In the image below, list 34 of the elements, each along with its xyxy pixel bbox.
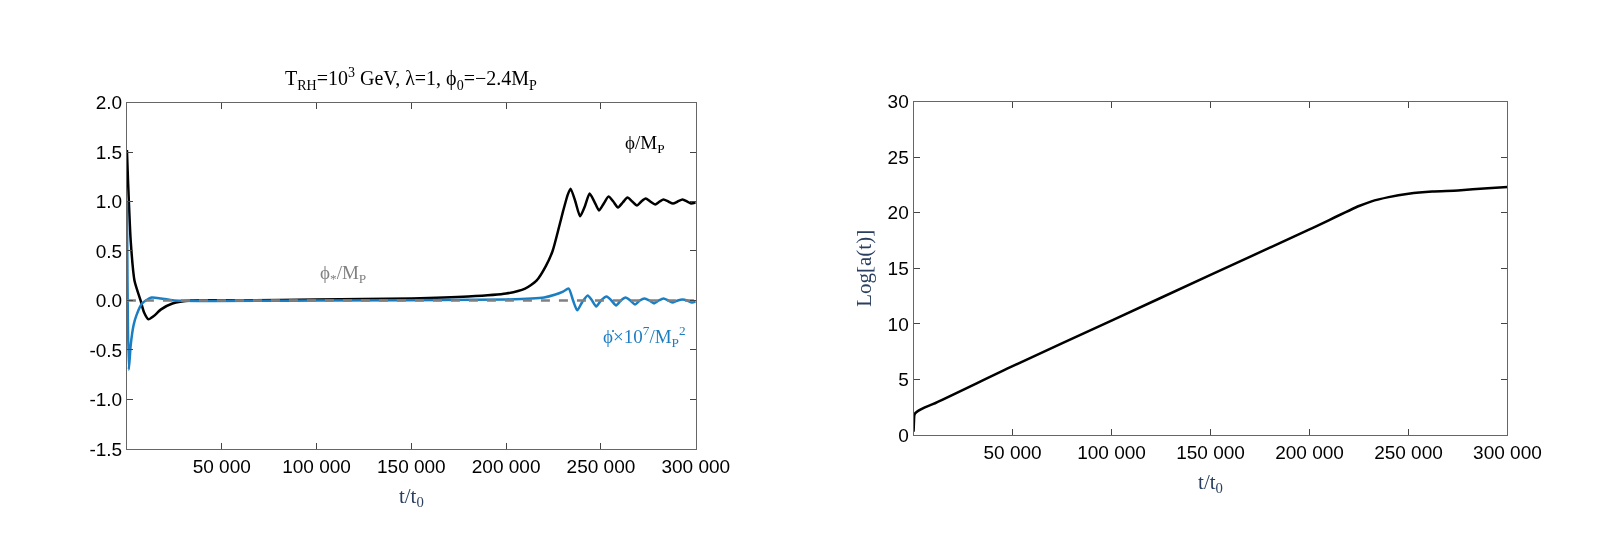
line-series	[913, 185, 1508, 433]
y-tick-label: 15	[887, 257, 909, 279]
y-tick-label: -1.0	[89, 389, 123, 411]
y-tick-label: 0.0	[95, 290, 123, 312]
y-tick-label: 20	[887, 202, 909, 224]
y-tick-label: 5	[898, 369, 909, 391]
y-tick-label: 1.5	[95, 141, 123, 163]
x-tick-label: 250 000	[1374, 441, 1443, 463]
chart-title: T$_{RH}$=10$^{3}$ GeV, λ=1, ϕ$_{0}$=−2.4M$_{P}$	[285, 65, 537, 93]
y-tick-label: 25	[887, 146, 909, 168]
x-tick-label: 300 000	[1473, 441, 1542, 463]
x-tick-label: 250 000	[566, 455, 636, 477]
x-tick-label: 200 000	[1275, 441, 1344, 463]
x-tick-label: 300 000	[661, 455, 731, 477]
y-tick-label: 0	[898, 424, 909, 446]
y-tick-label: 10	[887, 313, 909, 335]
x-tick-label: 50 000	[192, 455, 251, 477]
y-axis-title: Log[a(t)]	[851, 229, 876, 307]
x-tick-label: 50 000	[983, 441, 1042, 463]
ref-line-label: ϕ$_{*}$/M$_{P}$	[320, 262, 367, 286]
y-tick-label: -0.5	[89, 339, 123, 361]
y-tick-label: 0.5	[95, 240, 123, 262]
text: ϕ/M$_{P}$	[625, 132, 665, 156]
y-tick-label: 30	[887, 91, 909, 113]
x-tick-label: 150 000	[1176, 441, 1245, 463]
x-axis-title: t/t$_{0}$	[398, 483, 424, 511]
y-tick-label: 1.0	[95, 191, 123, 213]
x-tick-label: 100 000	[1077, 441, 1146, 463]
x-tick-label: 200 000	[471, 455, 541, 477]
x-axis-title: t/t$_{0}$	[1198, 470, 1223, 497]
y-tick-label: 2.0	[95, 92, 123, 114]
x-tick-label: 150 000	[376, 455, 446, 477]
y-tick-label: -1.5	[89, 438, 123, 460]
x-tick-label: 100 000	[282, 455, 351, 477]
